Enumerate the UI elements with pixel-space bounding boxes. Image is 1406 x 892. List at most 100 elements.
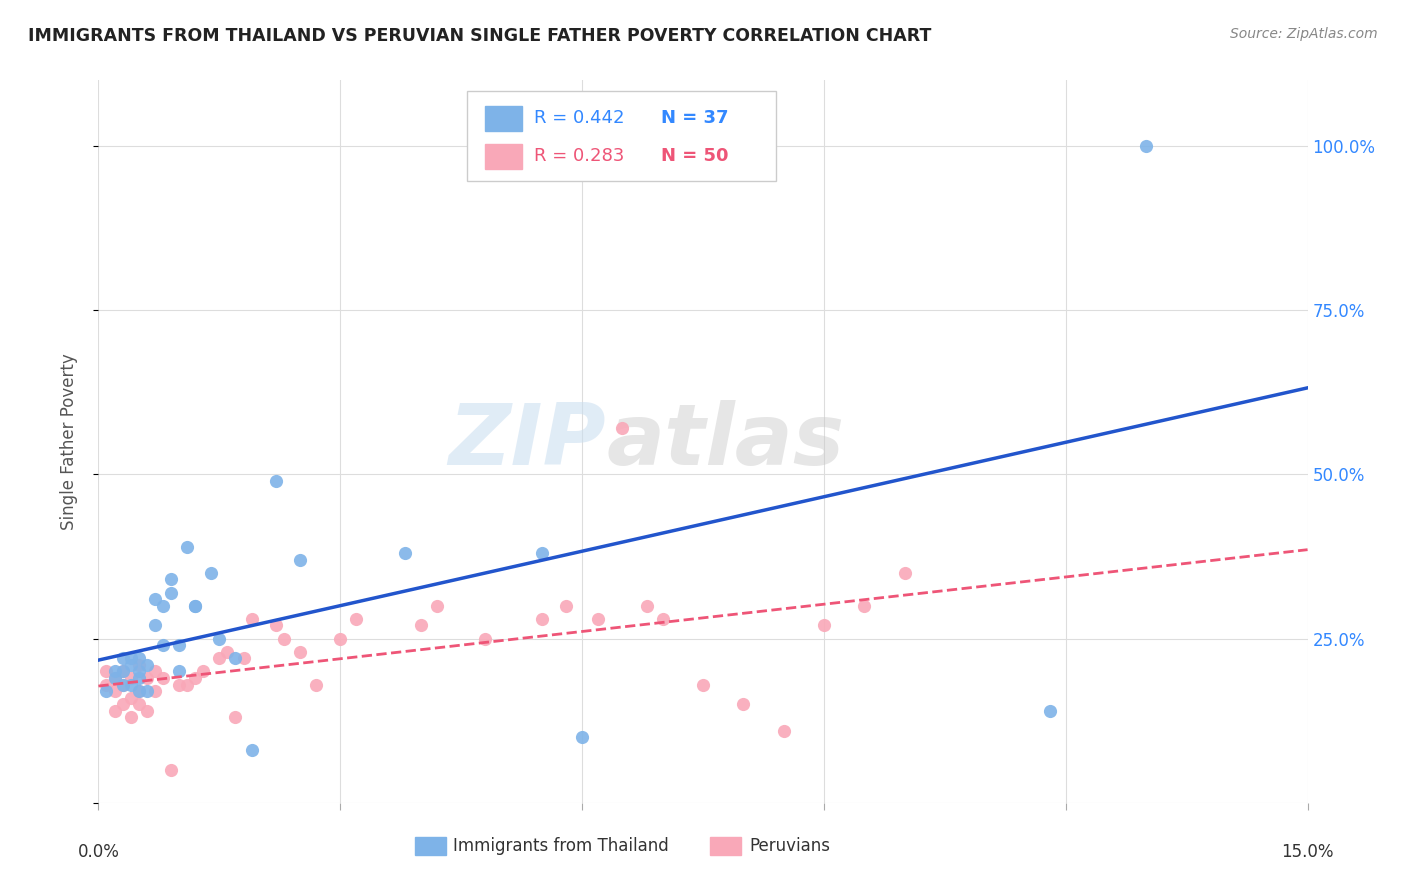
Bar <box>485 105 522 131</box>
Point <box>409 618 432 632</box>
Point <box>128 698 150 712</box>
Point <box>128 684 150 698</box>
Point <box>586 612 609 626</box>
Point <box>160 585 183 599</box>
Point <box>143 618 166 632</box>
Point <box>530 612 553 626</box>
Text: ZIP: ZIP <box>449 400 606 483</box>
Point <box>128 671 150 685</box>
Point <box>96 665 118 679</box>
Point <box>111 677 134 691</box>
Point <box>1039 704 1062 718</box>
Point <box>111 698 134 712</box>
Point <box>111 665 134 679</box>
Point <box>612 421 634 435</box>
Point <box>152 599 174 613</box>
Point <box>135 671 157 685</box>
Point <box>1135 139 1157 153</box>
Text: R = 0.442: R = 0.442 <box>534 109 624 127</box>
Point <box>264 618 287 632</box>
Point <box>160 763 183 777</box>
Text: 0.0%: 0.0% <box>77 843 120 861</box>
Point <box>120 690 142 705</box>
Point <box>96 684 118 698</box>
Point <box>184 671 207 685</box>
Point <box>103 684 125 698</box>
Point <box>160 573 183 587</box>
Point <box>305 677 328 691</box>
Point <box>555 599 578 613</box>
Point <box>103 671 125 685</box>
Point <box>135 684 157 698</box>
Point <box>893 566 915 580</box>
Point <box>426 599 449 613</box>
Point <box>135 704 157 718</box>
Point <box>111 677 134 691</box>
Point <box>176 540 198 554</box>
Point <box>184 599 207 613</box>
Text: N = 37: N = 37 <box>661 109 728 127</box>
Point <box>128 657 150 672</box>
Point <box>853 599 876 613</box>
Point <box>264 474 287 488</box>
Point <box>394 546 416 560</box>
Point <box>208 632 231 646</box>
Point <box>143 665 166 679</box>
Point <box>651 612 673 626</box>
Point <box>120 710 142 724</box>
Point <box>176 677 198 691</box>
Point <box>772 723 794 738</box>
Point <box>474 632 496 646</box>
Text: Peruvians: Peruvians <box>749 837 831 855</box>
Point <box>232 651 254 665</box>
Point <box>143 684 166 698</box>
Point <box>167 677 190 691</box>
Text: Source: ZipAtlas.com: Source: ZipAtlas.com <box>1230 27 1378 41</box>
Point <box>96 677 118 691</box>
Point <box>240 612 263 626</box>
Point <box>167 638 190 652</box>
Point <box>184 599 207 613</box>
Point <box>128 684 150 698</box>
Point <box>273 632 295 646</box>
Text: IMMIGRANTS FROM THAILAND VS PERUVIAN SINGLE FATHER POVERTY CORRELATION CHART: IMMIGRANTS FROM THAILAND VS PERUVIAN SIN… <box>28 27 932 45</box>
Point <box>193 665 215 679</box>
Point <box>103 671 125 685</box>
Point <box>217 645 239 659</box>
Point <box>120 671 142 685</box>
Point <box>733 698 755 712</box>
Text: 15.0%: 15.0% <box>1281 843 1334 861</box>
Point <box>208 651 231 665</box>
Point <box>152 671 174 685</box>
Point <box>224 651 246 665</box>
Bar <box>485 144 522 169</box>
Y-axis label: Single Father Poverty: Single Father Poverty <box>59 353 77 530</box>
Point <box>111 665 134 679</box>
Point <box>329 632 352 646</box>
Point <box>571 730 593 744</box>
Point <box>530 546 553 560</box>
Text: N = 50: N = 50 <box>661 147 728 165</box>
Point <box>128 651 150 665</box>
Point <box>103 665 125 679</box>
Point <box>224 710 246 724</box>
Point <box>111 651 134 665</box>
Point <box>120 651 142 665</box>
Point <box>152 638 174 652</box>
Point <box>120 677 142 691</box>
Point <box>813 618 835 632</box>
Text: atlas: atlas <box>606 400 845 483</box>
Point <box>344 612 367 626</box>
Point <box>636 599 658 613</box>
Text: Immigrants from Thailand: Immigrants from Thailand <box>453 837 668 855</box>
Point <box>288 645 311 659</box>
FancyBboxPatch shape <box>467 91 776 181</box>
Point <box>143 592 166 607</box>
Point <box>135 657 157 672</box>
Text: R = 0.283: R = 0.283 <box>534 147 624 165</box>
Point <box>692 677 714 691</box>
Point <box>128 665 150 679</box>
Point <box>240 743 263 757</box>
Point <box>288 553 311 567</box>
Point <box>103 704 125 718</box>
